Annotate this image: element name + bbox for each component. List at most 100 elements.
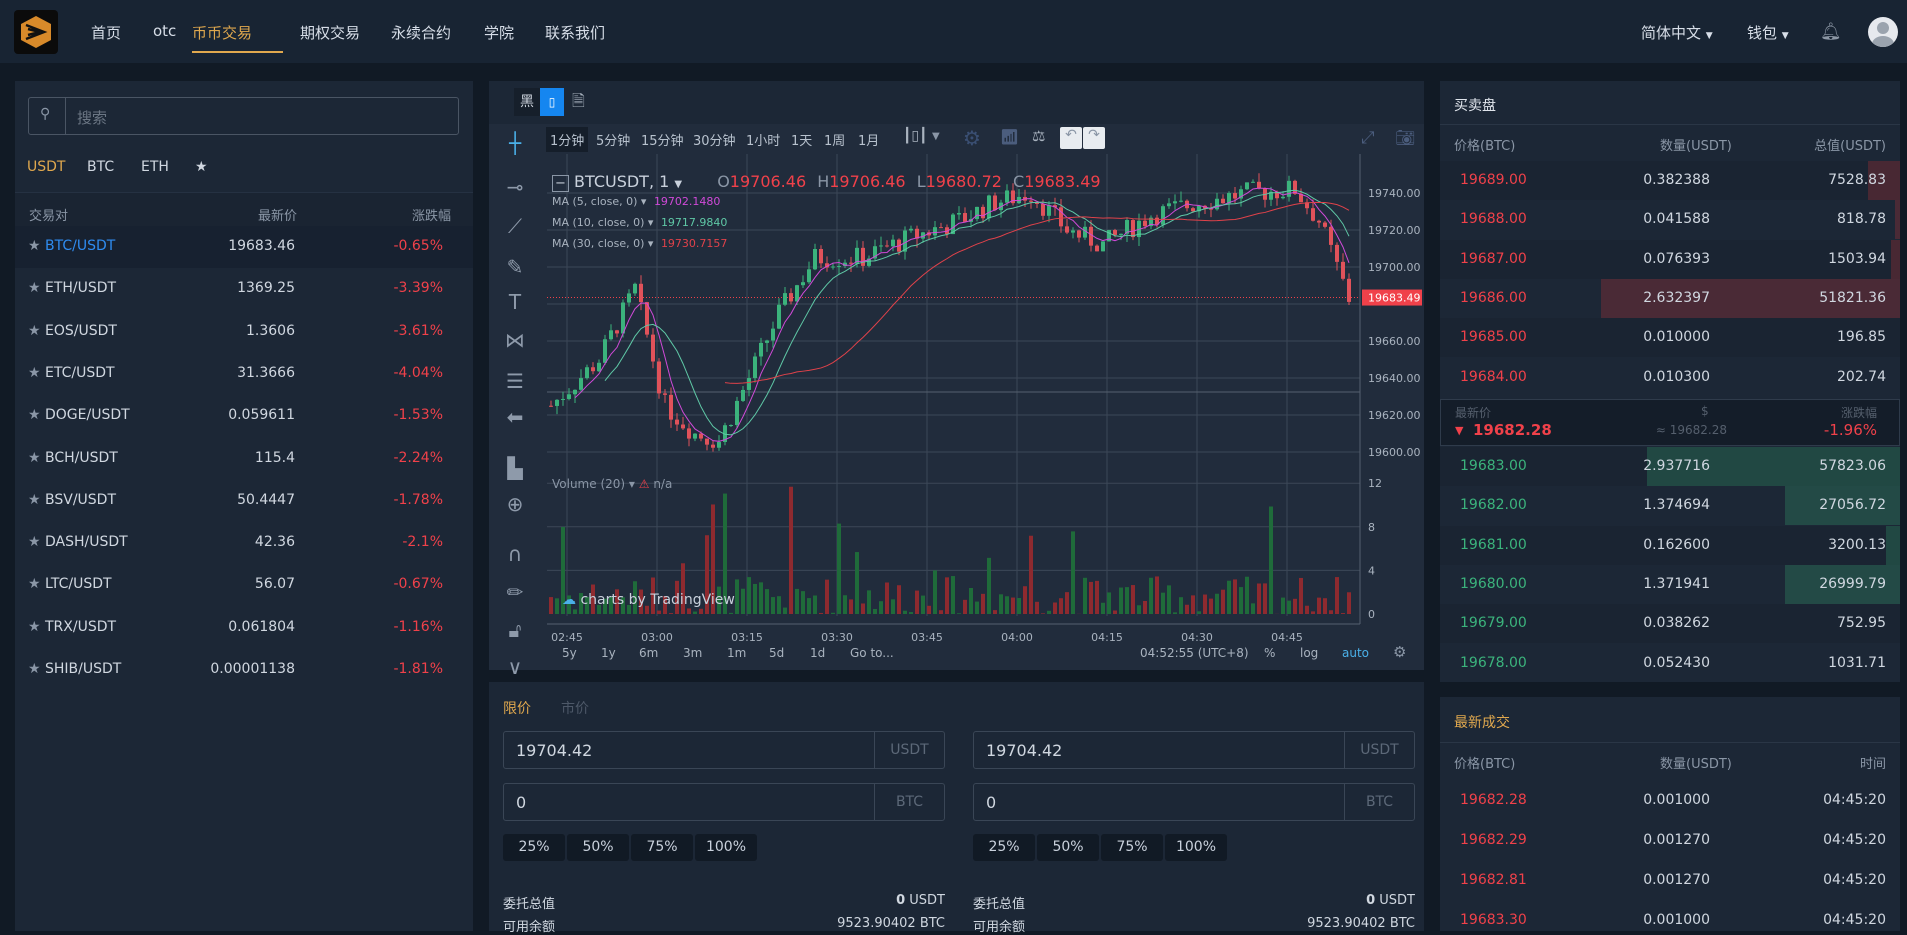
percent-scale-button[interactable]: % [1264,646,1275,660]
chart-mode-button[interactable]: ▯ [540,88,564,116]
market-row[interactable]: ★ DASH/USDT 42.36 -2.1% [15,522,473,564]
volume-label[interactable]: Volume (20) [552,477,625,491]
auto-scale-button[interactable]: auto [1342,646,1369,660]
asks-row[interactable]: 19685.00 0.010000 196.85 [1440,318,1900,357]
chart-settings-gear-icon[interactable]: ⚙ [1393,643,1406,661]
avatar[interactable] [1868,17,1898,47]
nav-item[interactable]: 联系我们 [545,22,605,43]
bids-row[interactable]: 19681.00 0.162600 3200.13 [1440,526,1900,565]
star-icon[interactable]: ★ [28,534,41,550]
search-input[interactable]: ⚲ 搜索 [28,97,459,135]
sell-percent-button[interactable]: 25% [973,834,1035,861]
ob-col-qty: 数量(USDT) [1660,135,1732,154]
tab-market[interactable]: 市价 [561,698,589,718]
change-percent: -1.96% [1824,421,1877,439]
asks-row[interactable]: 19686.00 2.632397 51821.36 [1440,279,1900,318]
range-button[interactable]: 1d [810,646,825,660]
buy-percent-button[interactable]: 25% [503,834,565,861]
market-row[interactable]: ★ SHIB/USDT 0.00001138 -1.81% [15,649,473,691]
depth-chart-icon[interactable]: 🗎︎ [572,90,585,117]
star-icon[interactable]: ★ [28,619,41,635]
log-scale-button[interactable]: log [1300,646,1318,660]
buy-percent-button[interactable]: 75% [631,834,693,861]
range-button[interactable]: 1y [601,646,616,660]
asks-row[interactable]: 19687.00 0.076393 1503.94 [1440,240,1900,279]
asks-row[interactable]: 19684.00 0.010300 202.74 [1440,358,1900,397]
market-row[interactable]: ★ LTC/USDT 56.07 -0.67% [15,564,473,606]
market-tab[interactable]: ETH [141,159,169,175]
star-icon[interactable]: ★ [28,661,41,677]
market-row[interactable]: ★ BTC/USDT 19683.46 -0.65% [15,226,473,268]
asks-row[interactable]: 19689.00 0.382388 7528.83 [1440,161,1900,200]
buy-percent-button[interactable]: 100% [695,834,757,861]
bids-row[interactable]: 19678.00 0.052430 1031.71 [1440,644,1900,683]
nav-item[interactable]: 学院 [484,22,514,43]
nav-item[interactable]: 期权交易 [300,22,360,43]
tab-limit[interactable]: 限价 [503,698,531,718]
nav-item[interactable]: 币币交易 [192,22,252,43]
candle-body [933,227,937,235]
asks-row[interactable]: 19688.00 0.041588 818.78 [1440,200,1900,239]
sell-percent-button[interactable]: 75% [1101,834,1163,861]
volume-bar [669,613,673,614]
study-label: MA (10, close, 0) [552,216,644,229]
market-row[interactable]: ★ DOGE/USDT 0.059611 -1.53% [15,395,473,437]
bids-row[interactable]: 19680.00 1.371941 26999.79 [1440,565,1900,604]
buy-percent-button[interactable]: 50% [567,834,629,861]
study-legend[interactable]: MA (10, close, 0) ▾ 19717.9840 [552,216,727,229]
candle-body [1335,245,1339,262]
nav-item[interactable]: 永续合约 [391,22,451,43]
nav-item[interactable]: 首页 [91,22,121,43]
star-icon[interactable]: ★ [28,280,41,296]
tradingview-watermark[interactable]: ☁ charts by TradingView [562,592,735,608]
market-row[interactable]: ★ ETC/USDT 31.3666 -4.04% [15,353,473,395]
symbol-label[interactable]: BTCUSDT, 1 [574,172,669,191]
market-row[interactable]: ★ BSV/USDT 50.4447 -1.78% [15,480,473,522]
range-button[interactable]: 5d [769,646,784,660]
bids-row[interactable]: 19679.00 0.038262 752.95 [1440,604,1900,643]
language-dropdown[interactable]: 简体中文 ▼ [1641,22,1713,43]
star-icon[interactable]: ★ [28,576,41,592]
range-button[interactable]: 6m [639,646,658,660]
candle-body [1317,221,1321,223]
market-tab[interactable]: ★ [195,159,208,175]
range-button[interactable]: 5y [562,646,577,660]
sell-percent-button[interactable]: 50% [1037,834,1099,861]
study-legend[interactable]: MA (30, close, 0) ▾ 19730.7157 [552,237,727,250]
volume-bar [1149,578,1153,614]
star-icon[interactable]: ★ [28,407,41,423]
total-value: 0 [896,893,905,908]
star-icon[interactable]: ★ [28,238,41,254]
star-icon[interactable]: ★ [28,450,41,466]
range-button[interactable]: Go to... [850,646,894,660]
market-row[interactable]: ★ EOS/USDT 1.3606 -3.61% [15,311,473,353]
range-button[interactable]: 3m [683,646,702,660]
market-row[interactable]: ★ ETH/USDT 1369.25 -3.39% [15,268,473,310]
nav-item[interactable]: otc [153,22,176,40]
range-button[interactable]: 1m [727,646,746,660]
market-tab[interactable]: USDT [27,159,65,175]
sell-percent-button[interactable]: 100% [1165,834,1227,861]
bids-row[interactable]: 19683.00 2.937716 57823.06 [1440,447,1900,486]
star-icon[interactable]: ★ [28,365,41,381]
star-icon[interactable]: ★ [28,323,41,339]
market-row[interactable]: ★ BCH/USDT 115.4 -2.24% [15,438,473,480]
candle-body [1341,262,1345,279]
market-row[interactable]: ★ TRX/USDT 0.061804 -1.16% [15,607,473,649]
volume-bar [1341,613,1345,614]
volume-bar [1209,599,1213,614]
logo[interactable] [14,10,58,54]
wallet-dropdown[interactable]: 钱包 ▼ [1747,22,1789,43]
bids-row[interactable]: 19682.00 1.374694 27056.72 [1440,486,1900,525]
study-legend[interactable]: MA (5, close, 0) ▾ 19702.1480 [552,195,720,208]
star-icon[interactable]: ★ [28,492,41,508]
bell-icon[interactable]: 🔔︎ [1820,22,1842,42]
volume-bar [999,594,1003,614]
market-tab[interactable]: BTC [87,159,114,175]
theme-dark-button[interactable]: 黑 [514,88,540,116]
collapse-icon[interactable]: − [552,175,569,192]
